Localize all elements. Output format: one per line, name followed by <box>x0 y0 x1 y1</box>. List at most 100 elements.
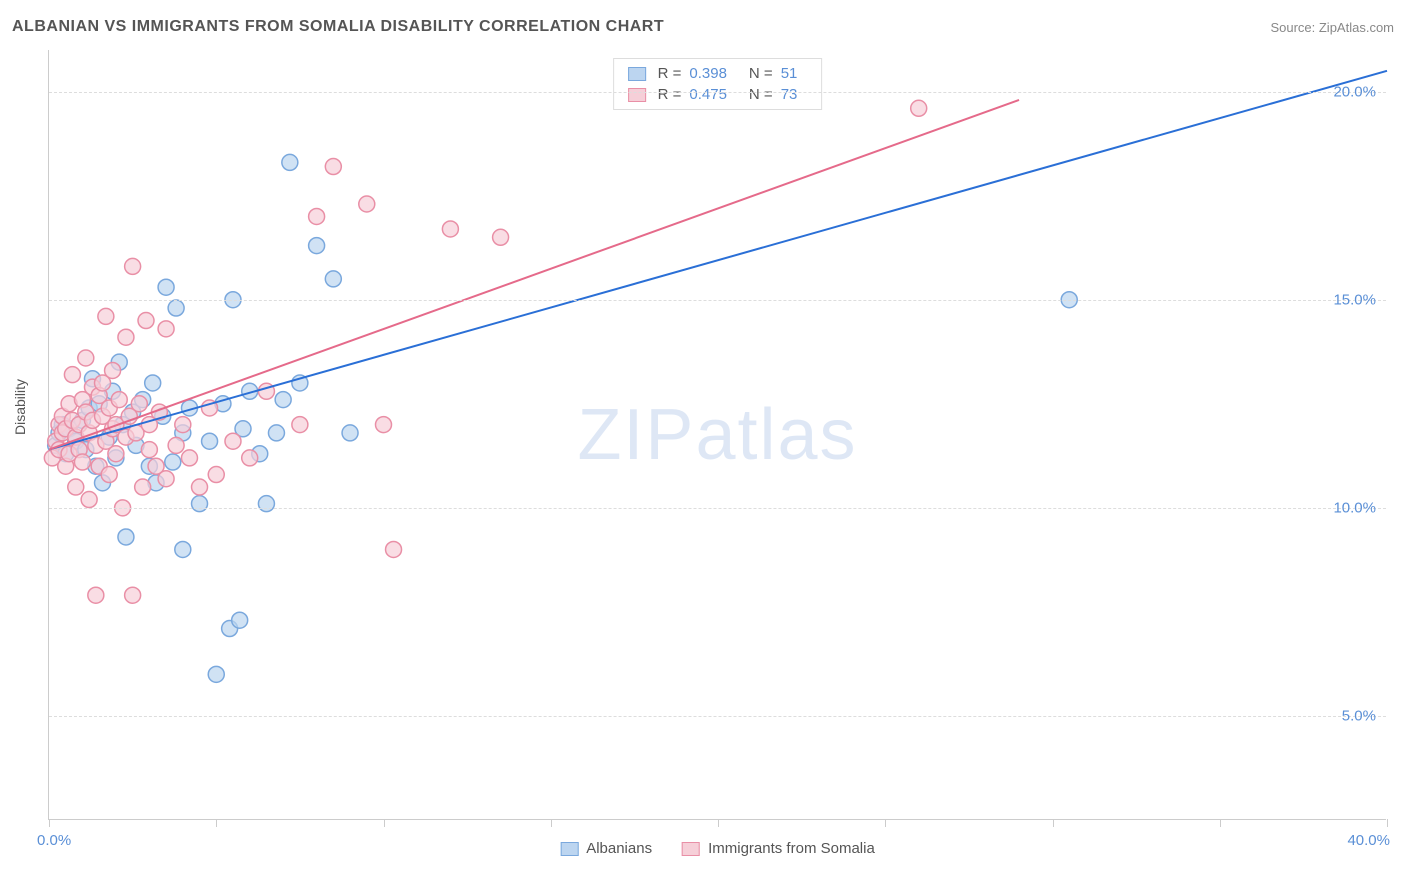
x-tick <box>384 819 385 827</box>
y-axis-label: Disability <box>12 379 28 435</box>
scatter-point <box>359 196 375 212</box>
x-tick <box>551 819 552 827</box>
scatter-point <box>158 471 174 487</box>
scatter-point <box>282 154 298 170</box>
chart-title: ALBANIAN VS IMMIGRANTS FROM SOMALIA DISA… <box>12 18 664 36</box>
scatter-point <box>141 442 157 458</box>
y-tick-label: 20.0% <box>1333 83 1376 100</box>
scatter-point <box>158 279 174 295</box>
scatter-point <box>242 450 258 466</box>
scatter-point <box>442 221 458 237</box>
x-tick <box>718 819 719 827</box>
grid-line <box>49 300 1386 301</box>
legend-swatch-b <box>682 842 700 856</box>
legend-label-b: Immigrants from Somalia <box>708 840 875 857</box>
scatter-point <box>138 313 154 329</box>
scatter-point <box>125 258 141 274</box>
n-label: N = <box>749 65 773 82</box>
legend-series-box: Albanians Immigrants from Somalia <box>560 840 875 857</box>
scatter-point <box>168 437 184 453</box>
scatter-point <box>111 392 127 408</box>
scatter-point <box>192 496 208 512</box>
scatter-point <box>292 417 308 433</box>
x-tick <box>885 819 886 827</box>
x-tick <box>49 819 50 827</box>
legend-item-a: Albanians <box>560 840 652 857</box>
scatter-point <box>78 350 94 366</box>
scatter-point <box>64 367 80 383</box>
scatter-point <box>232 612 248 628</box>
legend-item-b: Immigrants from Somalia <box>682 840 875 857</box>
legend-stats-row-b: R = 0.475 N = 73 <box>628 84 808 105</box>
scatter-point <box>125 587 141 603</box>
scatter-svg <box>49 50 1386 819</box>
scatter-point <box>175 541 191 557</box>
scatter-point <box>208 467 224 483</box>
n-value-b: 73 <box>781 86 798 103</box>
chart-plot-area: ZIPatlas R = 0.398 N = 51 R = 0.475 N = … <box>48 50 1386 820</box>
scatter-point <box>105 362 121 378</box>
scatter-point <box>168 300 184 316</box>
scatter-point <box>131 396 147 412</box>
scatter-point <box>181 450 197 466</box>
grid-line <box>49 716 1386 717</box>
scatter-point <box>208 666 224 682</box>
scatter-point <box>175 417 191 433</box>
scatter-point <box>325 271 341 287</box>
r-label: R = <box>658 65 682 82</box>
scatter-point <box>158 321 174 337</box>
y-tick-label: 10.0% <box>1333 499 1376 516</box>
scatter-point <box>135 479 151 495</box>
scatter-point <box>81 492 97 508</box>
r-value-a: 0.398 <box>689 65 727 82</box>
legend-stats-row-a: R = 0.398 N = 51 <box>628 63 808 84</box>
grid-line <box>49 508 1386 509</box>
scatter-point <box>108 446 124 462</box>
y-tick-label: 5.0% <box>1342 707 1376 724</box>
trend-line <box>49 100 1019 450</box>
scatter-point <box>202 433 218 449</box>
y-tick-label: 15.0% <box>1333 291 1376 308</box>
scatter-point <box>342 425 358 441</box>
x-tick-label: 40.0% <box>1347 832 1390 849</box>
scatter-point <box>145 375 161 391</box>
scatter-point <box>118 529 134 545</box>
x-tick <box>1220 819 1221 827</box>
n-value-a: 51 <box>781 65 798 82</box>
scatter-point <box>911 100 927 116</box>
scatter-point <box>192 479 208 495</box>
scatter-point <box>98 308 114 324</box>
legend-swatch-b <box>628 88 646 102</box>
x-tick <box>216 819 217 827</box>
scatter-point <box>493 229 509 245</box>
legend-swatch-a <box>628 67 646 81</box>
scatter-point <box>118 329 134 345</box>
chart-source: Source: ZipAtlas.com <box>1270 20 1394 35</box>
scatter-point <box>325 159 341 175</box>
scatter-point <box>309 208 325 224</box>
scatter-point <box>88 587 104 603</box>
r-value-b: 0.475 <box>689 86 727 103</box>
scatter-point <box>386 541 402 557</box>
scatter-point <box>258 496 274 512</box>
legend-label-a: Albanians <box>586 840 652 857</box>
scatter-point <box>309 238 325 254</box>
legend-swatch-a <box>560 842 578 856</box>
r-label: R = <box>658 86 682 103</box>
trend-line <box>49 71 1387 450</box>
scatter-point <box>225 433 241 449</box>
scatter-point <box>74 454 90 470</box>
scatter-point <box>165 454 181 470</box>
legend-stats-box: R = 0.398 N = 51 R = 0.475 N = 73 <box>613 58 823 110</box>
x-tick-label: 0.0% <box>37 832 71 849</box>
scatter-point <box>101 467 117 483</box>
scatter-point <box>268 425 284 441</box>
scatter-point <box>376 417 392 433</box>
grid-line <box>49 92 1386 93</box>
scatter-point <box>68 479 84 495</box>
x-tick <box>1053 819 1054 827</box>
scatter-point <box>275 392 291 408</box>
x-tick <box>1387 819 1388 827</box>
n-label: N = <box>749 86 773 103</box>
chart-header: ALBANIAN VS IMMIGRANTS FROM SOMALIA DISA… <box>12 18 1394 36</box>
